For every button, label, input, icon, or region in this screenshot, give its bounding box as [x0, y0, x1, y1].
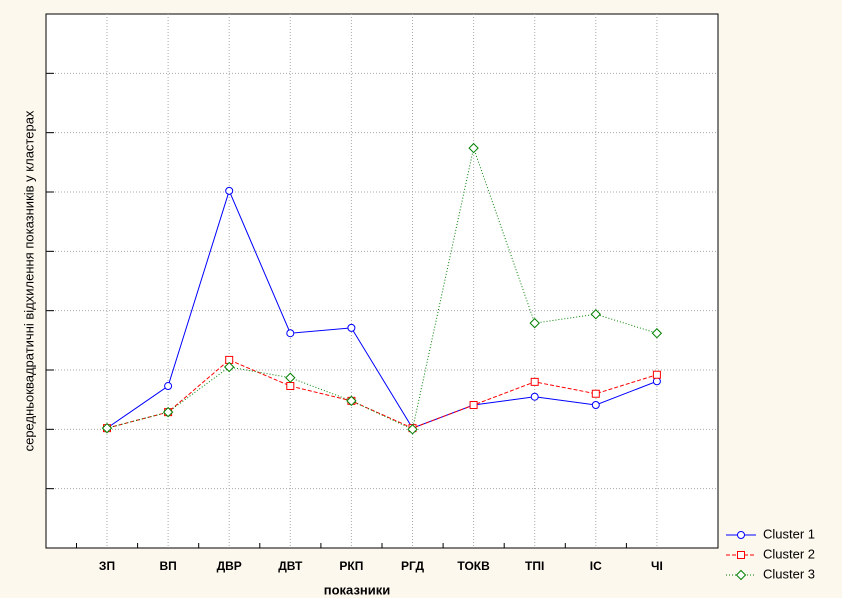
x-tick-label: ДВТ [278, 559, 303, 573]
point [652, 370, 661, 379]
point [101, 422, 113, 434]
x-tick-label: ТОКВ [457, 559, 490, 573]
x-tick-label: ТПІ [525, 559, 544, 573]
point [530, 377, 539, 386]
x-tick-label: РКП [339, 559, 363, 573]
legend-label: Cluster 3 [763, 566, 815, 581]
legend-marker [737, 531, 745, 539]
point [590, 309, 602, 320]
x-tick-label: ІС [590, 559, 602, 573]
point [223, 361, 235, 373]
point [225, 186, 234, 195]
point [286, 329, 295, 338]
point [591, 401, 600, 410]
point [468, 142, 479, 154]
point [347, 323, 356, 332]
x-tick-label: ДВР [217, 559, 242, 573]
point [285, 372, 296, 383]
x-tick-label: РГД [401, 559, 425, 573]
series-line [106, 146, 658, 431]
point [652, 377, 661, 386]
point [164, 382, 173, 391]
point [162, 406, 174, 418]
legend-marker [735, 569, 747, 581]
series-line [106, 359, 658, 429]
legend-label: Cluster 2 [763, 546, 815, 561]
legend-label: Cluster 1 [763, 526, 815, 541]
point [651, 328, 663, 339]
x-tick-label: ЗП [99, 559, 115, 573]
point [530, 392, 539, 401]
point [407, 424, 418, 435]
y-axis-label: середньоквадратичні відхилення показникі… [21, 110, 36, 451]
point [591, 389, 600, 398]
point [346, 395, 357, 407]
legend-marker [737, 551, 745, 559]
x-tick-label: ВП [159, 559, 176, 573]
series-line [106, 189, 658, 429]
point [529, 317, 540, 329]
point [286, 382, 295, 391]
x-tick-label: ЧІ [651, 559, 663, 573]
x-axis-label: показники [324, 582, 391, 597]
point [469, 401, 478, 410]
plot-area [45, 13, 719, 549]
